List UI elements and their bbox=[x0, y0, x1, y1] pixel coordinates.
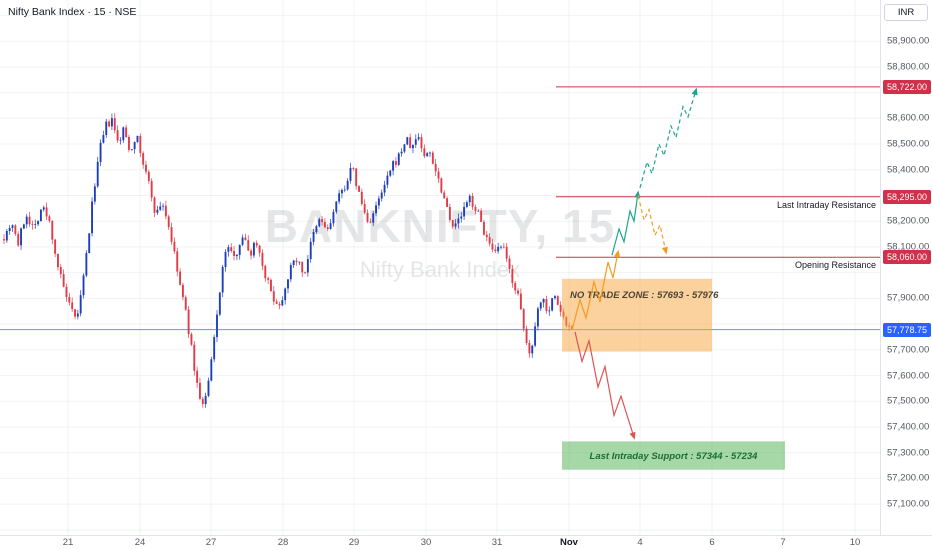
currency-button[interactable]: INR bbox=[884, 4, 928, 21]
last-intraday-support-area[interactable] bbox=[562, 441, 785, 470]
price-axis[interactable]: 58,900.00 58,800.00 58,600.00 58,500.00 58,4… bbox=[880, 0, 932, 535]
projection-down-to-support[interactable] bbox=[574, 331, 636, 440]
symbol-title[interactable]: Nifty Bank Index · 15 · NSE bbox=[8, 6, 137, 18]
opening-resistance-price-badge[interactable]: 58,060.00 bbox=[883, 250, 931, 265]
price-tick: 58,400.00 bbox=[887, 164, 930, 176]
projection-rejection-down[interactable] bbox=[637, 195, 668, 255]
opening-resistance-label: Opening Resistance bbox=[795, 260, 876, 270]
time-axis[interactable]: 21 24 27 28 29 30 31 Nov 4 6 7 10 bbox=[0, 535, 932, 550]
last-intraday-resistance-label: Last Intraday Resistance bbox=[777, 200, 876, 210]
price-tick: 57,400.00 bbox=[887, 421, 930, 433]
price-tick: 58,200.00 bbox=[887, 215, 930, 227]
price-tick: 57,300.00 bbox=[887, 447, 930, 459]
time-label: 10 bbox=[849, 537, 861, 548]
price-tick: 58,900.00 bbox=[887, 35, 930, 47]
last-intraday-support[interactable]: Last Intraday Support : 57344 - 57234 bbox=[562, 441, 785, 470]
time-label: 24 bbox=[134, 537, 146, 548]
price-tick: 57,200.00 bbox=[887, 472, 930, 484]
price-tick: 57,100.00 bbox=[887, 498, 930, 510]
price-tick: 57,600.00 bbox=[887, 370, 930, 381]
time-label: 27 bbox=[205, 537, 217, 548]
price-tick: 58,800.00 bbox=[887, 61, 930, 73]
time-label: 28 bbox=[277, 537, 289, 548]
projection-up-to-opening-resistance[interactable] bbox=[571, 249, 621, 331]
time-label: 29 bbox=[348, 537, 360, 548]
last-intraday-support-label: Last Intraday Support : 57344 - 57234 bbox=[590, 451, 759, 462]
price-tick: 57,500.00 bbox=[887, 395, 930, 407]
projection-up-to-last-resistance[interactable] bbox=[611, 190, 641, 256]
price-tick: 58,100.00 bbox=[887, 241, 930, 253]
time-label: 7 bbox=[780, 537, 786, 548]
time-label: 31 bbox=[491, 537, 503, 548]
price-levels: Last Intraday Resistance Opening Resistan… bbox=[556, 86, 880, 270]
price-tick: 58,500.00 bbox=[887, 138, 930, 150]
last-price-badge[interactable]: 57,778.75 bbox=[883, 322, 931, 337]
time-label: 21 bbox=[62, 537, 74, 548]
price-tick: 57,900.00 bbox=[887, 292, 930, 304]
last-intraday-resistance-price-badge[interactable]: 58,295.00 bbox=[883, 189, 931, 204]
time-label: 4 bbox=[637, 537, 643, 548]
projection-drawings bbox=[571, 87, 698, 440]
projection-breakout-up[interactable] bbox=[639, 87, 698, 188]
time-label: Nov bbox=[560, 537, 578, 548]
time-label: 6 bbox=[709, 537, 715, 548]
price-tick: 57,700.00 bbox=[887, 344, 930, 356]
candles-series bbox=[3, 113, 573, 408]
candlestick-chart[interactable]: Last Intraday Resistance Opening Resistan… bbox=[0, 0, 880, 535]
time-label: 30 bbox=[420, 537, 432, 548]
price-tick: 58,600.00 bbox=[887, 112, 930, 124]
no-trade-zone-label: NO TRADE ZONE : 57693 - 57976 bbox=[570, 290, 719, 301]
symbol-legend[interactable]: Nifty Bank Index · 15 · NSE bbox=[8, 6, 136, 18]
resistance-58722-price-badge[interactable]: 58,722.00 bbox=[883, 79, 931, 94]
